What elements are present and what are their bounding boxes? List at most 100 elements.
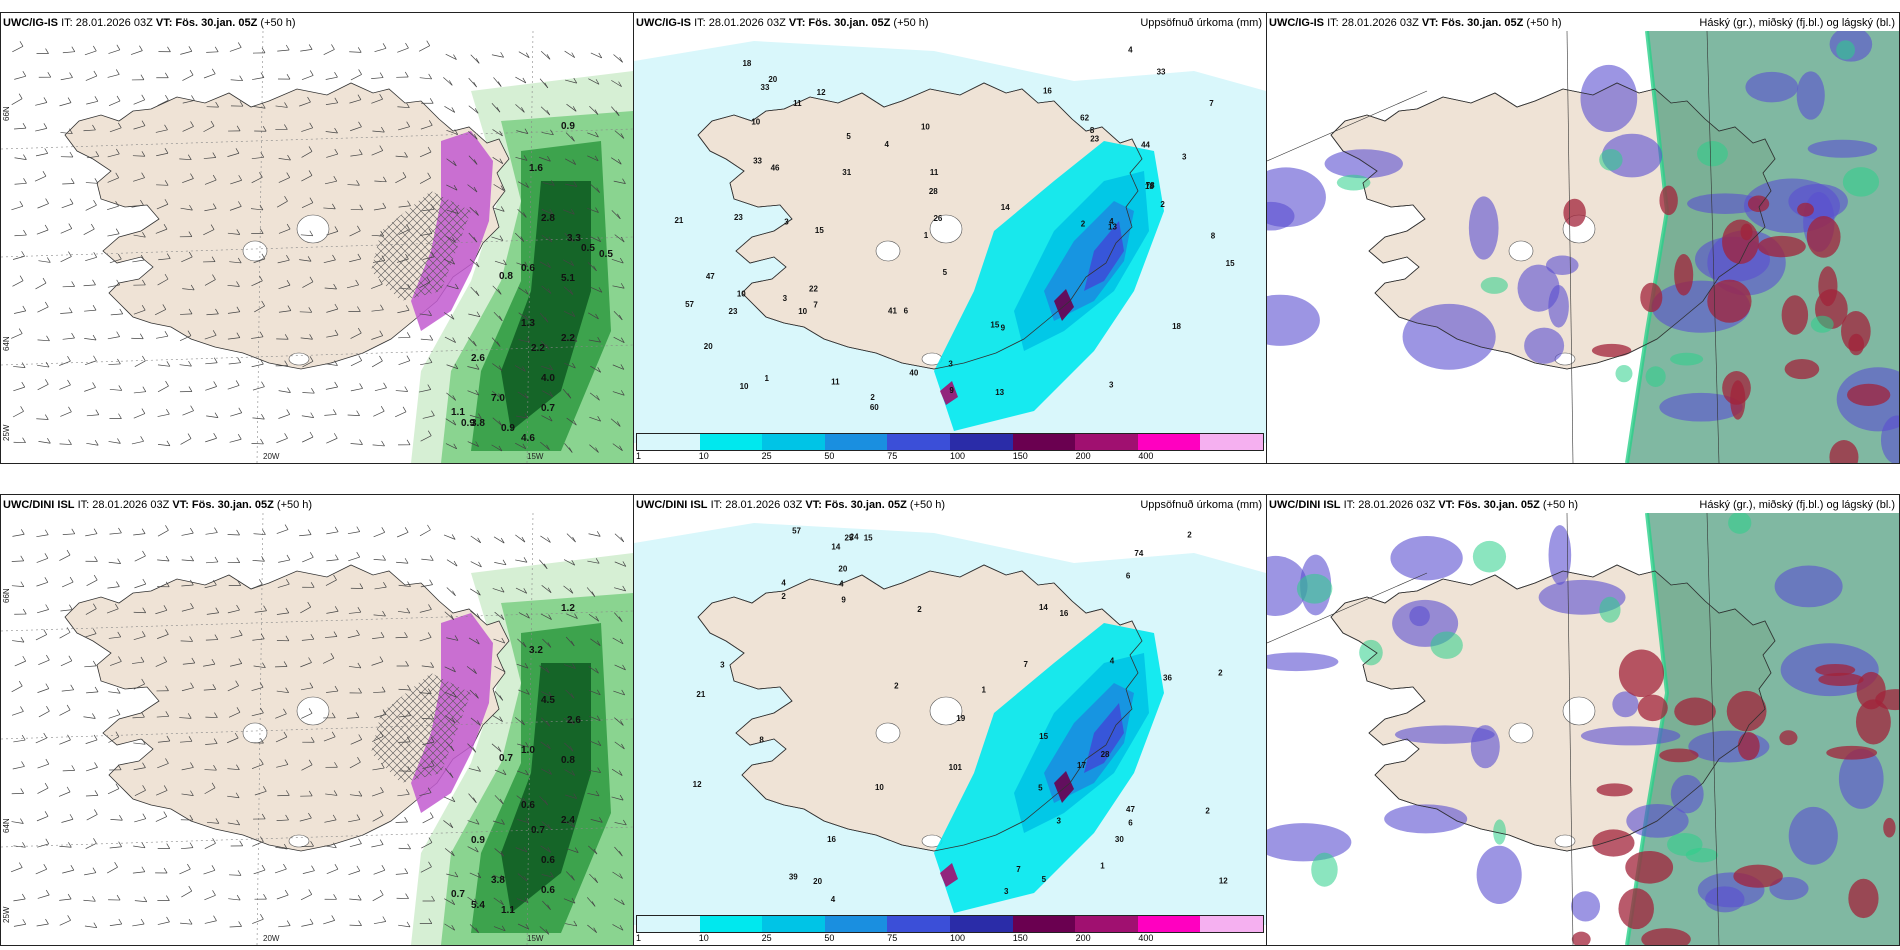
wind-barb-flag <box>45 838 50 845</box>
wind-barb-flag <box>547 587 552 593</box>
wind-barb-flag <box>309 276 314 282</box>
precip-value-label: 13 <box>1108 223 1117 232</box>
wind-barb-flag <box>237 870 242 876</box>
wind-barb-flag <box>383 382 387 388</box>
precip-value-label: 7 <box>813 300 818 309</box>
wind-barb-flag <box>94 790 99 796</box>
wind-barb-flag <box>42 171 47 177</box>
low-cloud-blob <box>1625 850 1674 884</box>
wind-barb <box>494 769 507 776</box>
wind-barb <box>349 794 362 797</box>
precip-value-label: 1 <box>1100 862 1105 871</box>
wind-barb-flag <box>427 524 431 531</box>
green-cloud-blob <box>1670 352 1704 366</box>
wind-barb <box>612 924 624 931</box>
wind-barb <box>587 792 600 797</box>
wind-barb-flag <box>547 904 551 910</box>
wind-barb <box>516 663 529 669</box>
wind-barb <box>182 126 194 132</box>
wind-barb-flag <box>594 155 599 162</box>
wind-barb <box>445 691 457 698</box>
wind-barb-flag <box>167 46 171 52</box>
precip-value-label: 10 <box>737 289 746 298</box>
precip-value-label: 26 <box>933 214 942 223</box>
legend-swatch <box>699 434 763 450</box>
wind-barb-flag <box>478 413 482 419</box>
wind-barb <box>11 685 23 693</box>
wind-barb-flag <box>544 799 549 806</box>
wind-barb-flag <box>259 331 264 337</box>
wind-barb <box>514 365 526 372</box>
wind-barb-flag <box>404 386 409 392</box>
green-cloud-blob <box>1430 631 1463 659</box>
wind-barb <box>276 819 289 821</box>
wind-barb-flag <box>286 920 291 926</box>
precip-value-label: 0.9 <box>471 835 485 846</box>
wind-barb-flag <box>69 198 74 204</box>
wind-barb <box>36 557 49 563</box>
wind-barb <box>203 688 216 691</box>
wind-barb-flag <box>70 864 75 871</box>
wind-barb <box>494 795 504 805</box>
legend-tick-label: 1 <box>636 933 642 943</box>
wind-barb <box>587 924 597 933</box>
wind-barb <box>302 281 314 288</box>
precip-value-label: 3.2 <box>529 645 543 656</box>
wind-barb <box>541 874 554 878</box>
precip-value-label: 3 <box>1004 887 1009 896</box>
wind-barb-flag <box>379 656 384 662</box>
wind-barb <box>398 715 411 718</box>
wind-barb-flag <box>571 52 576 58</box>
precip-value-label: 4.0 <box>541 373 555 384</box>
wind-barb-flag <box>309 431 314 438</box>
wind-barb-flag <box>570 260 575 266</box>
precip-value-label: 46 <box>771 163 780 172</box>
wind-barb-flag <box>118 841 122 847</box>
wind-barb <box>371 234 384 237</box>
wind-barb <box>37 787 49 794</box>
wind-barb-flag <box>356 410 360 416</box>
wind-barb <box>86 579 98 586</box>
wind-barb <box>373 207 386 211</box>
wind-barb <box>299 817 312 822</box>
wind-barb-flag <box>334 762 338 768</box>
wind-barb-flag <box>20 818 24 824</box>
wind-barb <box>155 129 168 133</box>
wind-barb-flag <box>474 898 478 904</box>
wind-barb-flag <box>119 815 123 821</box>
wind-barb-flag <box>307 529 312 535</box>
wind-barb <box>251 156 264 160</box>
wind-barb <box>229 926 242 928</box>
wind-barb-flag <box>213 579 217 586</box>
wind-barb-flag <box>20 636 25 643</box>
wind-barb-flag <box>571 311 576 317</box>
wind-barb <box>540 613 552 620</box>
precip-value-label: 15 <box>1039 732 1048 741</box>
wind-barb-flag <box>309 356 314 362</box>
wind-barb-flag <box>71 528 76 535</box>
wind-barb <box>13 386 25 392</box>
wind-barb <box>302 556 314 563</box>
wind-barb-flag <box>573 336 578 342</box>
wind-barb-flag <box>283 731 288 738</box>
wind-barb <box>565 79 577 84</box>
wind-barb <box>588 339 601 343</box>
wind-barb <box>251 280 263 287</box>
wind-barb <box>300 49 313 52</box>
legend-tick-label: 100 <box>950 933 966 943</box>
wind-barb <box>516 130 529 135</box>
low-cloud-blob <box>1779 730 1798 746</box>
wind-barb <box>372 815 384 822</box>
wind-barb <box>398 336 411 339</box>
wind-barb-flag <box>551 180 555 186</box>
wind-barb-flag <box>615 110 620 116</box>
wind-barb-flag <box>116 148 120 155</box>
wind-barb-flag <box>570 640 575 647</box>
wind-barb-flag <box>591 901 596 907</box>
wind-barb-flag <box>164 124 168 130</box>
wind-barb <box>155 661 167 667</box>
wind-barb-flag <box>310 841 314 847</box>
wind-barb <box>157 530 169 537</box>
wind-barb <box>539 261 551 268</box>
precip-value-label: 47 <box>1126 805 1135 814</box>
